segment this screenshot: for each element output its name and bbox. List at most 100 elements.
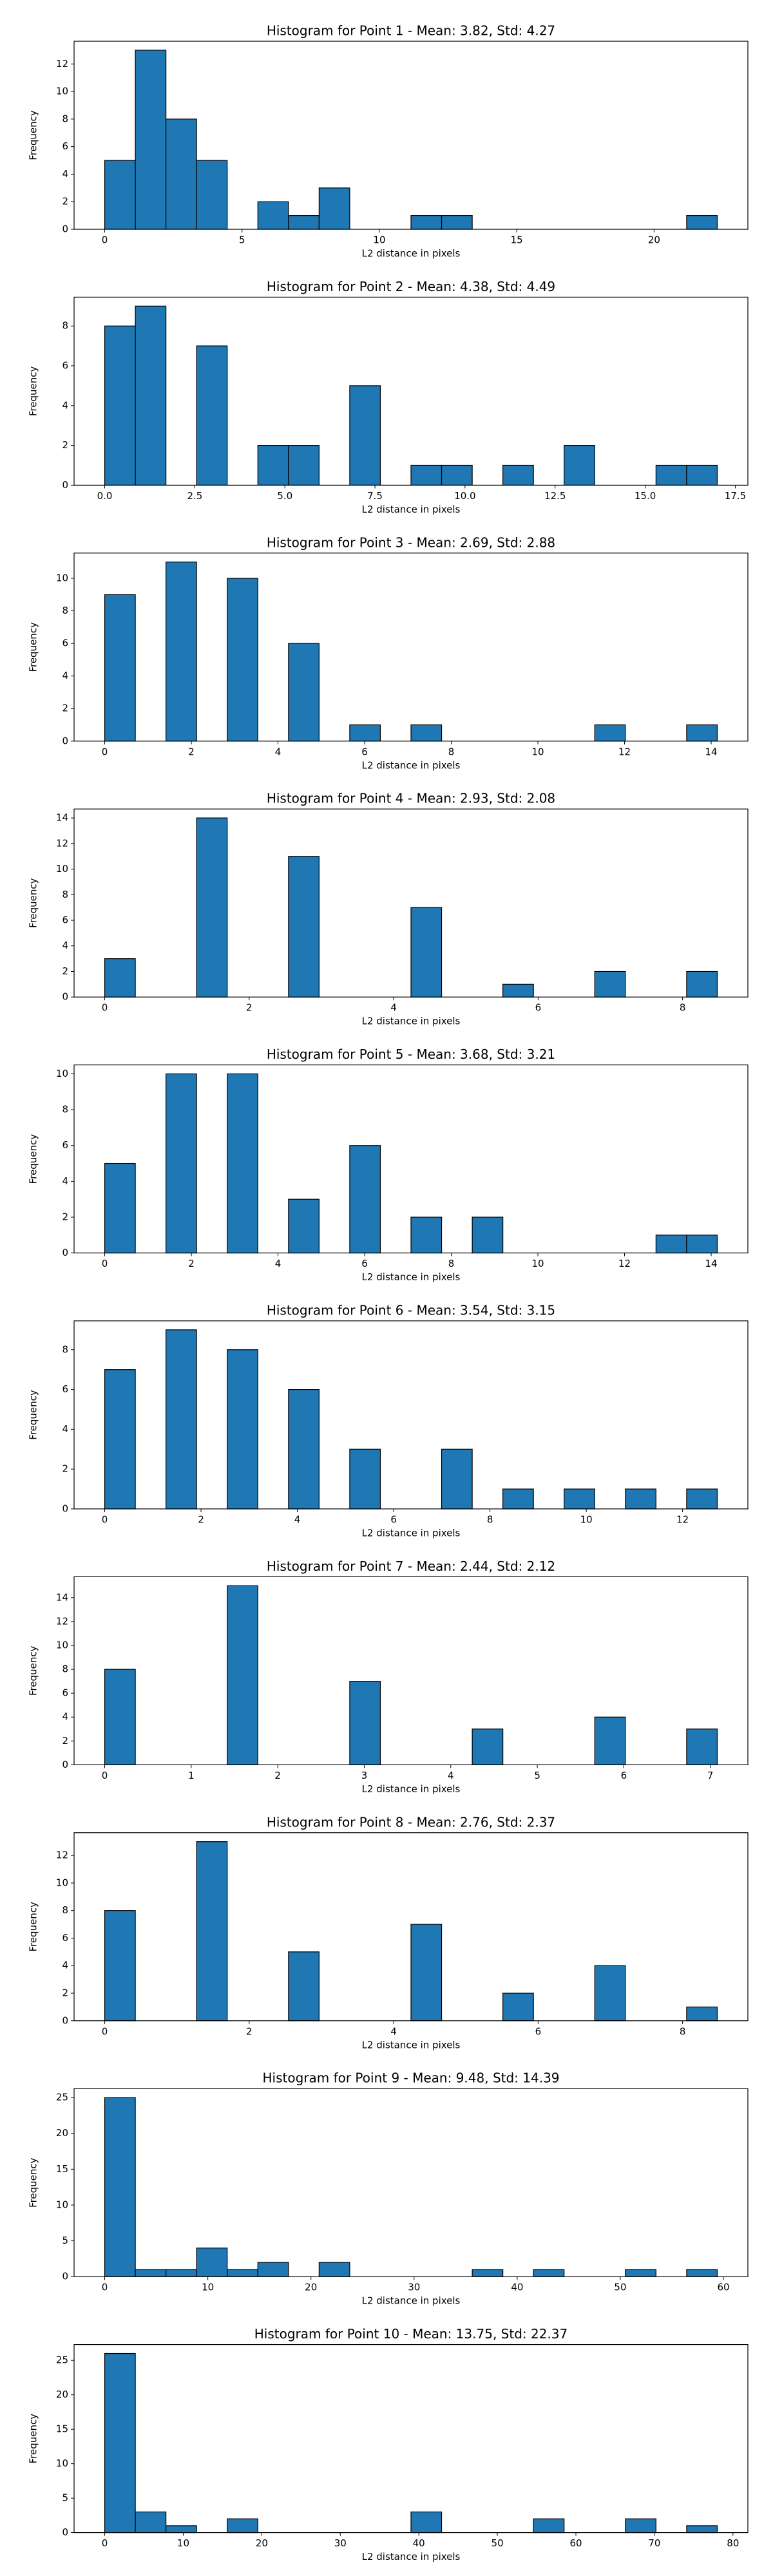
x-tick-label: 7 bbox=[707, 1770, 714, 1781]
y-axis-label: Frequency bbox=[28, 1134, 39, 1184]
y-tick-label: 2 bbox=[62, 1463, 68, 1475]
x-tick-label: 80 bbox=[727, 2537, 739, 2549]
y-tick-label: 0 bbox=[62, 991, 68, 1003]
x-tick-label: 0 bbox=[102, 2282, 108, 2293]
x-tick-label: 2 bbox=[246, 1002, 253, 1014]
x-axis-label: L2 distance in pixels bbox=[362, 2295, 461, 2307]
x-tick-label: 10 bbox=[531, 746, 544, 757]
x-tick-label: 0 bbox=[102, 1002, 108, 1014]
x-tick-label: 4 bbox=[390, 2025, 397, 2037]
bar bbox=[349, 1145, 381, 1254]
x-tick-label: 60 bbox=[718, 2282, 730, 2293]
bar bbox=[655, 464, 687, 486]
chart-title: Histogram for Point 4 - Mean: 2.93, Std:… bbox=[267, 791, 555, 806]
y-tick-label: 10 bbox=[56, 1877, 68, 1888]
bar bbox=[288, 856, 320, 998]
chart-title: Histogram for Point 9 - Mean: 9.48, Std:… bbox=[262, 2070, 559, 2086]
bar bbox=[686, 2269, 718, 2277]
x-tick-label: 2 bbox=[188, 746, 195, 757]
y-tick-label: 6 bbox=[62, 914, 68, 926]
x-tick-label: 6 bbox=[390, 1514, 397, 1526]
bar bbox=[564, 1488, 595, 1510]
bar bbox=[135, 2511, 167, 2533]
bar bbox=[104, 1369, 136, 1510]
y-axis-label: Frequency bbox=[28, 110, 39, 160]
x-tick-label: 20 bbox=[305, 2282, 317, 2293]
y-tick-label: 6 bbox=[62, 1687, 68, 1699]
x-tick-label: 30 bbox=[408, 2282, 420, 2293]
x-axis-label: L2 distance in pixels bbox=[362, 2039, 461, 2050]
axes-frame bbox=[73, 296, 749, 486]
y-tick-label: 0 bbox=[62, 223, 68, 235]
y-tick-label: 2 bbox=[62, 1211, 68, 1222]
bar bbox=[625, 2518, 656, 2533]
x-tick-label: 8 bbox=[448, 1258, 455, 1269]
x-axis-label: L2 distance in pixels bbox=[362, 1271, 461, 1283]
bar bbox=[166, 118, 197, 230]
y-axis-label: Frequency bbox=[28, 366, 39, 417]
x-tick-label: 8 bbox=[680, 2025, 686, 2037]
y-tick-label: 10 bbox=[56, 1640, 68, 1651]
bar bbox=[410, 724, 443, 742]
bar bbox=[533, 2518, 565, 2533]
bar bbox=[349, 724, 381, 742]
bar bbox=[318, 2262, 350, 2277]
x-tick-label: 10 bbox=[531, 1258, 544, 1269]
x-tick-label: 5 bbox=[239, 234, 245, 246]
y-tick-label: 6 bbox=[62, 638, 68, 649]
bar bbox=[135, 305, 167, 486]
bar bbox=[410, 2511, 443, 2533]
y-tick-label: 4 bbox=[62, 1175, 68, 1187]
bar bbox=[227, 2518, 258, 2533]
x-axis-label: L2 distance in pixels bbox=[362, 1528, 461, 1539]
chart-title: Histogram for Point 2 - Mean: 4.38, Std:… bbox=[267, 279, 555, 294]
y-tick-label: 4 bbox=[62, 940, 68, 951]
x-tick-label: 6 bbox=[535, 2025, 542, 2037]
y-tick-label: 15 bbox=[56, 2423, 68, 2435]
x-tick-label: 4 bbox=[275, 1258, 282, 1269]
y-tick-label: 6 bbox=[62, 140, 68, 152]
bar bbox=[441, 215, 473, 230]
x-tick-label: 40 bbox=[511, 2282, 523, 2293]
x-tick-label: 50 bbox=[614, 2282, 626, 2293]
y-tick-label: 2 bbox=[62, 703, 68, 714]
bar bbox=[564, 445, 595, 486]
y-axis-label: Frequency bbox=[28, 1646, 39, 1696]
y-tick-label: 8 bbox=[62, 1904, 68, 1916]
y-tick-label: 10 bbox=[56, 572, 68, 583]
bar bbox=[196, 345, 228, 486]
y-tick-label: 2 bbox=[62, 1987, 68, 1999]
x-axis-label: L2 distance in pixels bbox=[362, 1783, 461, 1795]
axes-frame bbox=[73, 1832, 749, 2022]
axes-frame bbox=[73, 553, 749, 742]
x-tick-label: 5.0 bbox=[277, 490, 292, 502]
y-tick-label: 14 bbox=[56, 1591, 68, 1603]
bar bbox=[257, 2262, 289, 2277]
y-tick-label: 8 bbox=[62, 605, 68, 616]
x-tick-label: 4 bbox=[448, 1770, 454, 1781]
bar bbox=[502, 1488, 534, 1510]
bar bbox=[410, 1217, 443, 1254]
y-tick-label: 4 bbox=[62, 670, 68, 681]
x-tick-label: 0 bbox=[102, 1770, 108, 1781]
bar bbox=[349, 1681, 381, 1766]
y-axis-label: Frequency bbox=[28, 622, 39, 672]
x-axis-label: L2 distance in pixels bbox=[362, 2551, 461, 2562]
x-tick-label: 10.0 bbox=[454, 490, 475, 502]
bar bbox=[196, 1841, 228, 2022]
y-tick-label: 8 bbox=[62, 1343, 68, 1355]
bar bbox=[686, 2006, 718, 2022]
bar bbox=[686, 724, 718, 742]
x-tick-label: 10 bbox=[373, 234, 385, 246]
bar bbox=[441, 464, 473, 486]
x-tick-label: 12.5 bbox=[544, 490, 566, 502]
x-tick-label: 14 bbox=[705, 746, 717, 757]
y-tick-label: 6 bbox=[62, 1139, 68, 1151]
x-tick-label: 12 bbox=[618, 746, 631, 757]
bar bbox=[288, 1389, 320, 1510]
bar bbox=[318, 187, 350, 230]
y-tick-label: 0 bbox=[62, 479, 68, 491]
x-tick-label: 4 bbox=[294, 1514, 301, 1526]
bar bbox=[686, 1728, 718, 1766]
